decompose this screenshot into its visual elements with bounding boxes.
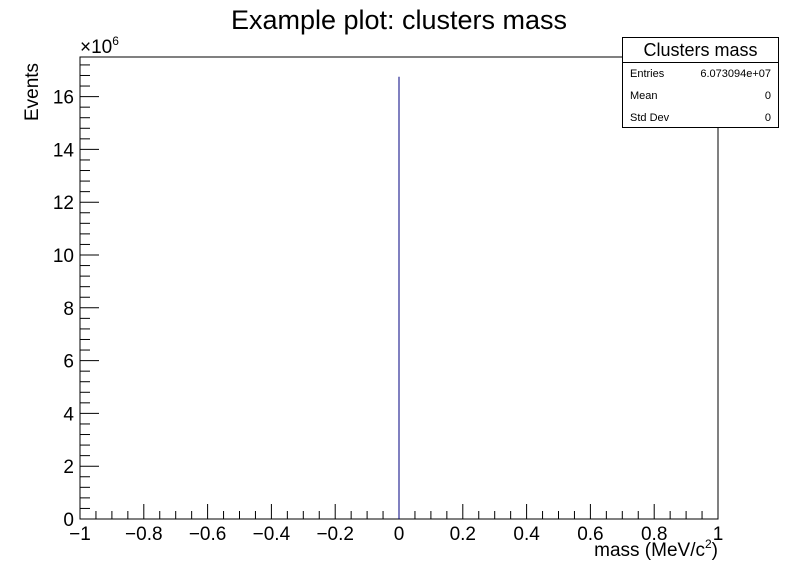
x-tick-label: −0.6 xyxy=(189,524,227,545)
x-tick-label: 1 xyxy=(713,524,724,545)
stats-row-stddev: Std Dev 0 xyxy=(623,107,778,129)
x-tick-label: 0.2 xyxy=(450,524,476,545)
stats-row-mean: Mean 0 xyxy=(623,85,778,107)
x-tick-label: 0.8 xyxy=(641,524,667,545)
y-tick-label: 10 xyxy=(53,246,74,267)
x-axis: −1 −0.8 −0.6 −0.4 −0.2 0 0.2 0.4 0.6 0.8 1 xyxy=(69,504,723,545)
x-tick-label: −0.8 xyxy=(125,524,163,545)
x-tick-label: −0.2 xyxy=(316,524,354,545)
stats-value: 0 xyxy=(764,90,771,102)
x-tick-label: 0.6 xyxy=(577,524,603,545)
y-tick-label: 16 xyxy=(53,88,74,109)
y-tick-label: 8 xyxy=(63,299,74,320)
y-tick-label: 6 xyxy=(63,352,74,373)
stats-value: 0 xyxy=(764,112,771,124)
stats-label: Std Dev xyxy=(630,112,670,124)
y-tick-label: 2 xyxy=(63,457,74,478)
stats-label: Entries xyxy=(630,68,665,80)
y-tick-label: 0 xyxy=(63,510,74,531)
y-tick-label: 12 xyxy=(53,193,74,214)
x-tick-label: 0 xyxy=(394,524,405,545)
y-tick-label: 14 xyxy=(53,140,75,161)
stats-row-entries: Entries 6.073094e+07 xyxy=(623,63,778,85)
y-axis-label: Events xyxy=(22,63,43,121)
y-tick-label: 4 xyxy=(63,404,74,425)
stats-label: Mean xyxy=(630,90,658,102)
stats-box: Clusters mass Entries 6.073094e+07 Mean … xyxy=(622,37,779,128)
chart-title: Example plot: clusters mass xyxy=(231,5,567,35)
x-axis-label: mass (MeV/c2) xyxy=(594,537,718,561)
x-tick-label: −0.4 xyxy=(253,524,291,545)
x-tick-label: −1 xyxy=(69,524,91,545)
stats-value: 6.073094e+07 xyxy=(700,68,771,80)
y-axis: 0 2 4 6 8 10 12 14 16 xyxy=(53,64,99,531)
stats-title: Clusters mass xyxy=(623,38,778,63)
x-tick-label: 0.4 xyxy=(513,524,540,545)
y-axis-multiplier: ×106 xyxy=(80,34,119,58)
